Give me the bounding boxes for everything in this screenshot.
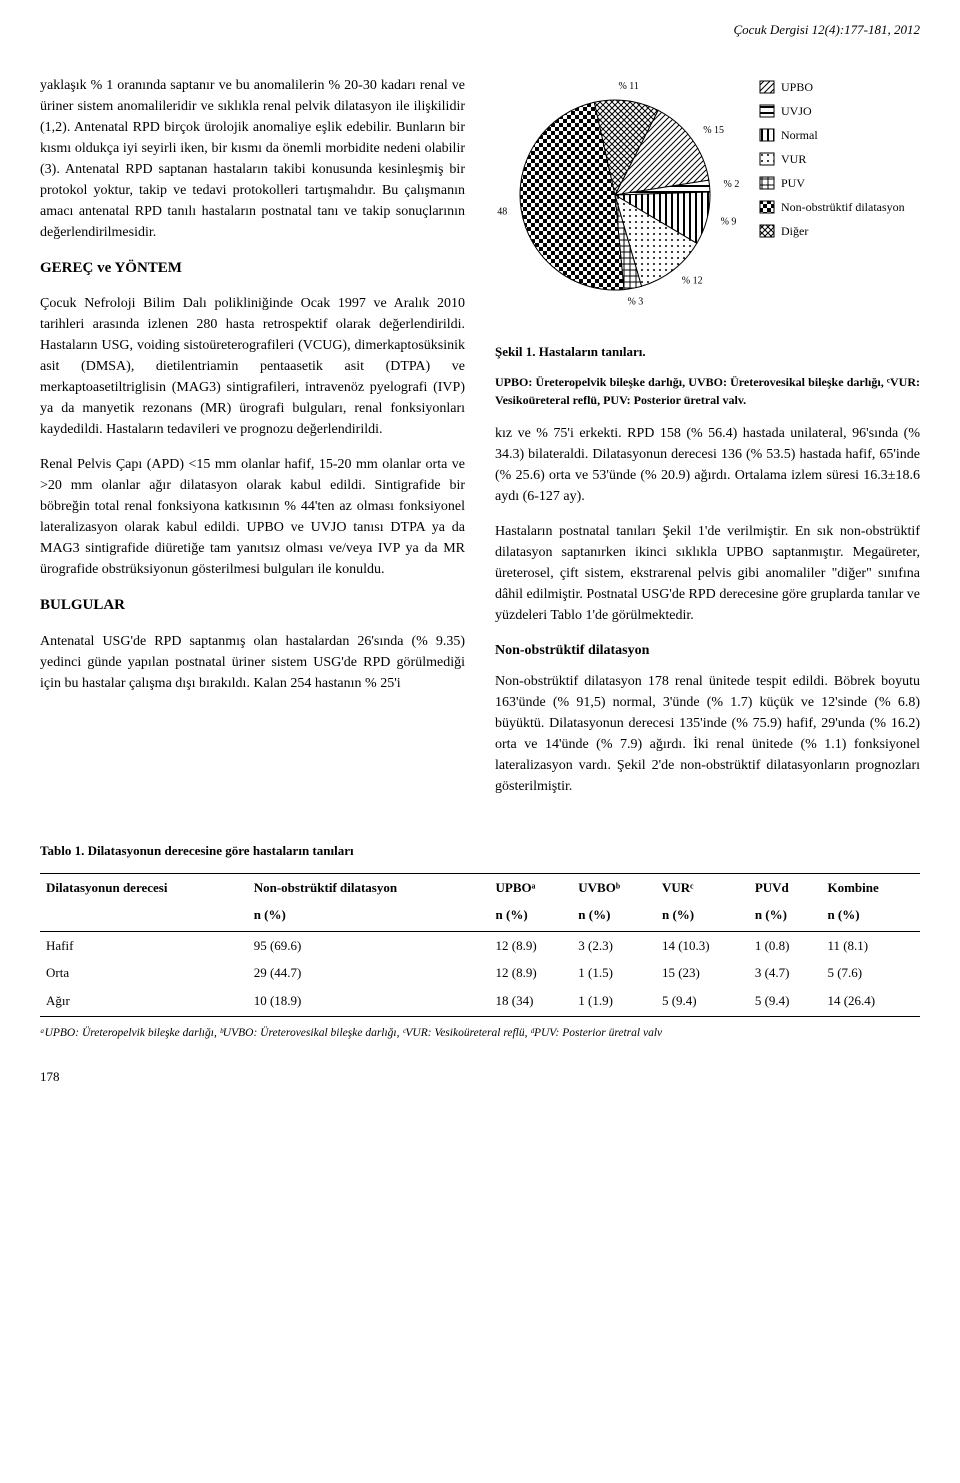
table-1-section: Tablo 1. Dilatasyonun derecesine göre ha… [40,841,920,1042]
table-header: Dilatasyonun derecesi [40,873,248,901]
two-column-layout: yaklaşık % 1 oranında saptanır ve bu ano… [40,75,920,812]
legend-label: VUR [781,147,806,171]
figure-1-caption: Şekil 1. Hastaların tanıları. [495,342,920,362]
table-subheader [40,901,248,931]
page-number: 178 [40,1067,920,1087]
table-subheader: n (%) [821,901,920,931]
table-1: Dilatasyonun derecesiNon-obstrüktif dila… [40,873,920,1018]
table-cell: 5 (7.6) [821,959,920,987]
table-subheader: n (%) [490,901,573,931]
right-column: % 15 % 2 % 9 % 12 % 3 % 48 % 11 UPBO UVJO [495,75,920,812]
legend-row: UPBO [759,75,905,99]
table-subheader: n (%) [248,901,490,931]
table-cell: Orta [40,959,248,987]
right-p3: Non-obstrüktif dilatasyon 178 renal ünit… [495,671,920,797]
figure-1: % 15 % 2 % 9 % 12 % 3 % 48 % 11 UPBO UVJO [495,75,920,410]
legend-label: Diğer [781,219,808,243]
table-row: Hafif95 (69.6)12 (8.9)3 (2.3)14 (10.3)1 … [40,931,920,959]
journal-header: Çocuk Dergisi 12(4):177-181, 2012 [40,20,920,40]
table-cell: 29 (44.7) [248,959,490,987]
table-header: Kombine [821,873,920,901]
svg-text:% 15: % 15 [703,125,724,136]
legend-row: UVJO [759,99,905,123]
table-cell: 12 (8.9) [490,931,573,959]
table-cell: 1 (0.8) [749,931,822,959]
left-p1: yaklaşık % 1 oranında saptanır ve bu ano… [40,75,465,243]
table-1-footnote: ᵃUPBO: Üreteropelvik bileşke darlığı, ᵇU… [40,1025,920,1042]
legend-row: PUV [759,171,905,195]
table-cell: 18 (34) [490,987,573,1017]
table-cell: 5 (9.4) [656,987,749,1017]
left-p3: Renal Pelvis Çapı (APD) <15 mm olanlar h… [40,454,465,580]
legend-label: Normal [781,123,818,147]
svg-text:% 11: % 11 [618,81,638,92]
figure-1-note: UPBO: Üreteropelvik bileşke darlığı, UVB… [495,373,920,409]
pie-chart: % 15 % 2 % 9 % 12 % 3 % 48 % 11 [495,75,745,332]
right-p1: kız ve % 75'i erkekti. RPD 158 (% 56.4) … [495,423,920,507]
svg-text:% 9: % 9 [721,216,737,227]
legend-row: Non-obstrüktif dilatasyon [759,195,905,219]
table-cell: 12 (8.9) [490,959,573,987]
table-row: Orta29 (44.7)12 (8.9)1 (1.5)15 (23)3 (4.… [40,959,920,987]
table-cell: 15 (23) [656,959,749,987]
legend-label: PUV [781,171,805,195]
table-cell: 95 (69.6) [248,931,490,959]
right-p2: Hastaların postnatal tanıları Şekil 1'de… [495,521,920,626]
left-column: yaklaşık % 1 oranında saptanır ve bu ano… [40,75,465,812]
legend-label: UPBO [781,75,813,99]
table-cell: 1 (1.5) [572,959,656,987]
table-cell: 3 (4.7) [749,959,822,987]
table-subheader: n (%) [749,901,822,931]
table-cell: 11 (8.1) [821,931,920,959]
table-header: UPBOᵃ [490,873,573,901]
table-cell: 1 (1.9) [572,987,656,1017]
svg-text:% 12: % 12 [682,275,703,286]
table-cell: 5 (9.4) [749,987,822,1017]
legend-label: Non-obstrüktif dilatasyon [781,195,905,219]
table-cell: Ağır [40,987,248,1017]
svg-text:% 3: % 3 [627,296,643,307]
left-p2: Çocuk Nefroloji Bilim Dalı polikliniğind… [40,293,465,440]
table-subheader: n (%) [572,901,656,931]
table-cell: 14 (10.3) [656,931,749,959]
table-cell: Hafif [40,931,248,959]
table-cell: 3 (2.3) [572,931,656,959]
table-header: Non-obstrüktif dilatasyon [248,873,490,901]
svg-text:% 2: % 2 [724,178,740,189]
table-cell: 10 (18.9) [248,987,490,1017]
table-1-title: Tablo 1. Dilatasyonun derecesine göre ha… [40,841,920,861]
legend-row: VUR [759,147,905,171]
legend-row: Normal [759,123,905,147]
section-methods: GEREÇ ve YÖNTEM [40,257,465,280]
table-subheader: n (%) [656,901,749,931]
left-p4: Antenatal USG'de RPD saptanmış olan hast… [40,631,465,694]
subhead-nonobs: Non-obstrüktif dilatasyon [495,640,920,661]
table-header: VURᶜ [656,873,749,901]
table-header: UVBOᵇ [572,873,656,901]
legend-row: Diğer [759,219,905,243]
legend-label: UVJO [781,99,812,123]
table-cell: 14 (26.4) [821,987,920,1017]
table-header: PUVd [749,873,822,901]
table-row: Ağır10 (18.9)18 (34)1 (1.9)5 (9.4)5 (9.4… [40,987,920,1017]
section-results: BULGULAR [40,594,465,617]
svg-text:% 48: % 48 [495,206,507,217]
pie-legend: UPBO UVJO Normal VUR PUV Non-obstrüktif … [759,75,905,243]
